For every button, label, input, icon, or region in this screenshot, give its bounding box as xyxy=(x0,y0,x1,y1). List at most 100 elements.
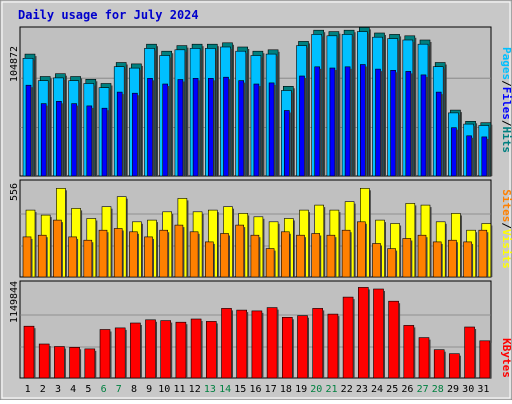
sites-bar-19-shadow xyxy=(304,237,306,277)
files-bar-25-shadow xyxy=(395,72,398,176)
kbytes-bar-20 xyxy=(312,308,324,379)
visits-bar-21-shadow xyxy=(338,212,341,277)
sites-bar-15-shadow xyxy=(243,227,246,277)
kbytes-bar-7 xyxy=(114,327,126,379)
day-label-20: 20 xyxy=(310,384,322,395)
pages-bar-3-shadow xyxy=(63,79,65,176)
sites-bar-24 xyxy=(372,243,381,278)
hits-bar-22-shadow xyxy=(354,32,356,177)
kbytes-bar-9 xyxy=(145,319,156,379)
visits-bar-25-shadow xyxy=(399,225,402,277)
files-bar-29-shadow xyxy=(456,129,458,176)
sites-bar-26 xyxy=(402,238,412,278)
files-bar-9-shadow xyxy=(152,80,154,176)
hits-bar-16-shadow xyxy=(262,53,265,177)
kbytes-bar-20-shadow xyxy=(322,310,325,378)
day-label-24: 24 xyxy=(371,384,383,395)
hits-bar-18-shadow xyxy=(293,88,295,176)
day-label-2: 2 xyxy=(40,384,46,395)
kbytes-bar-21 xyxy=(327,313,339,379)
pages-bar-21-shadow xyxy=(336,37,339,176)
files-bar-11 xyxy=(177,79,184,177)
files-bar-23-shadow xyxy=(365,66,367,176)
pages-bar-31-shadow xyxy=(488,127,491,176)
files-bar-20-shadow xyxy=(319,68,322,176)
sites-bar-25-shadow xyxy=(395,250,398,277)
legend-files: Files xyxy=(500,87,512,120)
kbytes-bar-11 xyxy=(175,321,187,379)
visits-bar-1-shadow xyxy=(35,212,37,277)
visits-bar-14-shadow xyxy=(232,208,234,277)
hits-bar-13-shadow xyxy=(217,46,219,177)
day-label-1: 1 xyxy=(25,384,31,395)
files-bar-1-shadow xyxy=(31,87,33,176)
labels-layer: 1 2 3 4 5 6 7 8 9 10 11 12 13 14 15 16 17 18 19 20 21 22 23 24 2… xyxy=(25,384,490,395)
day-label-6: 6 xyxy=(101,384,107,395)
kbytes-bar-4-shadow xyxy=(79,349,82,378)
kbytes-bar-18-shadow xyxy=(292,319,294,378)
files-bar-7-shadow xyxy=(122,94,124,176)
pages-bar-6-shadow xyxy=(109,89,111,176)
sites-bar-14-shadow xyxy=(228,235,230,277)
sites-bar-1-shadow xyxy=(31,238,33,277)
visits-bar-18-shadow xyxy=(293,220,295,277)
sites-bar-6 xyxy=(98,229,108,278)
visits-bar-31-shadow xyxy=(490,225,493,277)
hits-bar-6-shadow xyxy=(111,85,113,176)
kbytes-bar-5 xyxy=(84,348,96,379)
day-label-18: 18 xyxy=(280,384,292,395)
hits-bar-28-shadow xyxy=(445,64,447,176)
kbytes-bar-8 xyxy=(130,322,141,379)
hits-bar-2-shadow xyxy=(50,78,52,176)
sites-bar-28-shadow xyxy=(441,243,443,277)
files-bar-20 xyxy=(314,66,321,177)
sites-bar-12 xyxy=(189,231,199,278)
hits-ymax-label: 104872 xyxy=(9,46,20,82)
hits-bar-29-shadow xyxy=(460,112,462,176)
files-bar-10 xyxy=(162,83,168,177)
chart-title: Daily usage for July 2024 xyxy=(18,8,199,22)
files-bar-8-shadow xyxy=(137,95,139,176)
sites-bar-29 xyxy=(448,239,457,278)
kbytes-bar-1 xyxy=(23,325,35,379)
files-bar-30-shadow xyxy=(471,137,474,176)
hits-bar-25-shadow xyxy=(399,36,402,177)
visits-bar-24-shadow xyxy=(384,222,386,277)
sites-bar-31 xyxy=(478,229,488,278)
kbytes-bar-25-shadow xyxy=(398,303,401,378)
svg-text:Pages/Files/Hits: Pages/Files/Hits xyxy=(500,47,512,153)
kbytes-bar-9-shadow xyxy=(155,321,157,378)
kbytes-bar-26-shadow xyxy=(413,327,416,378)
kbytes-bar-15 xyxy=(236,309,247,379)
kbytes-bar-13 xyxy=(206,321,217,379)
files-bar-31-shadow xyxy=(486,138,489,176)
kbytes-bar-6 xyxy=(99,329,111,379)
files-bar-6 xyxy=(101,107,108,177)
pages-bar-29-shadow xyxy=(458,114,460,176)
day-label-19: 19 xyxy=(295,384,307,395)
hits-bar-14-shadow xyxy=(232,44,234,176)
files-bar-27-shadow xyxy=(426,76,428,176)
sites-bar-30-shadow xyxy=(471,243,474,277)
hits-bar-8-shadow xyxy=(141,65,143,176)
pages-bar-24-shadow xyxy=(382,39,384,177)
sites-bar-17 xyxy=(265,248,275,278)
pages-bar-28-shadow xyxy=(443,68,445,176)
kbytes-bar-22 xyxy=(342,296,354,379)
legend-pages: Pages xyxy=(500,47,512,80)
visits-bar-22-shadow xyxy=(354,203,356,277)
sites-bar-4-shadow xyxy=(76,238,79,277)
kbytes-bar-29-shadow xyxy=(459,355,461,378)
files-bar-11-shadow xyxy=(182,81,185,176)
hits-bar-15-shadow xyxy=(247,49,250,176)
pages-bar-16-shadow xyxy=(260,57,263,176)
sites-bar-26-shadow xyxy=(410,240,413,277)
hits-bar-5-shadow xyxy=(95,81,98,176)
visits-bar-3-shadow xyxy=(65,190,67,277)
files-bar-31 xyxy=(481,136,488,177)
kbytes-bar-26 xyxy=(403,325,415,379)
visits-bar-19-shadow xyxy=(308,212,310,277)
files-bar-8 xyxy=(132,92,138,177)
kbytes-right-legend: KBytes xyxy=(500,338,512,378)
